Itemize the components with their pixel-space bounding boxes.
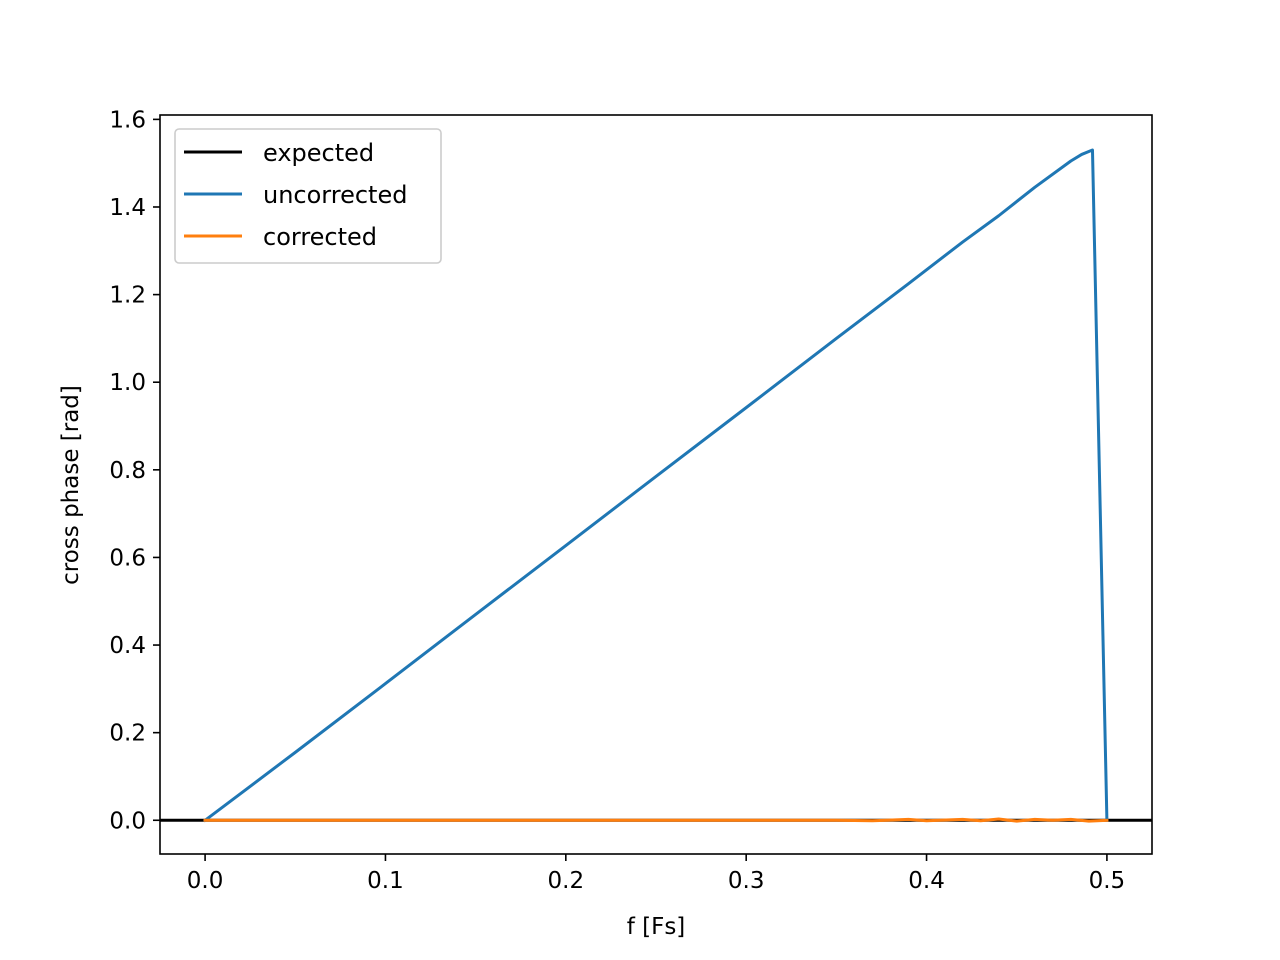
x-tick-label: 0.0 <box>187 868 224 894</box>
legend-label-expected: expected <box>263 139 374 167</box>
legend: expected uncorrected corrected <box>174 128 442 264</box>
x-tick-label: 0.4 <box>908 868 945 894</box>
legend-label-uncorrected: uncorrected <box>263 181 407 209</box>
y-tick-label: 0.0 <box>109 808 146 834</box>
series-layer <box>160 148 1152 823</box>
y-tick-label: 0.2 <box>109 721 146 747</box>
x-axis: 0.0 0.1 0.2 0.3 0.4 0.5 <box>187 854 1125 894</box>
y-tick-label: 0.8 <box>109 458 146 484</box>
y-tick-label: 0.4 <box>109 633 146 659</box>
x-tick-label: 0.5 <box>1089 868 1126 894</box>
series-line-uncorrected <box>202 148 1109 823</box>
x-axis-label: f [Fs] <box>627 914 686 940</box>
y-tick-label: 1.6 <box>109 107 146 133</box>
legend-label-corrected: corrected <box>263 223 377 251</box>
y-axis: 0.0 0.2 0.4 0.6 0.8 1.0 1.2 1.4 1.6 <box>109 107 160 834</box>
y-tick-label: 0.6 <box>109 545 146 571</box>
x-tick-label: 0.1 <box>367 868 404 894</box>
y-tick-label: 1.0 <box>109 370 146 396</box>
x-tick-label: 0.3 <box>728 868 765 894</box>
legend-box <box>174 128 442 264</box>
series-line-corrected <box>203 817 1109 823</box>
y-tick-label: 1.4 <box>109 195 146 221</box>
y-axis-label: cross phase [rad] <box>58 385 84 585</box>
y-tick-label: 1.2 <box>109 283 146 309</box>
plot-frame <box>159 114 1153 855</box>
x-tick-label: 0.2 <box>548 868 585 894</box>
